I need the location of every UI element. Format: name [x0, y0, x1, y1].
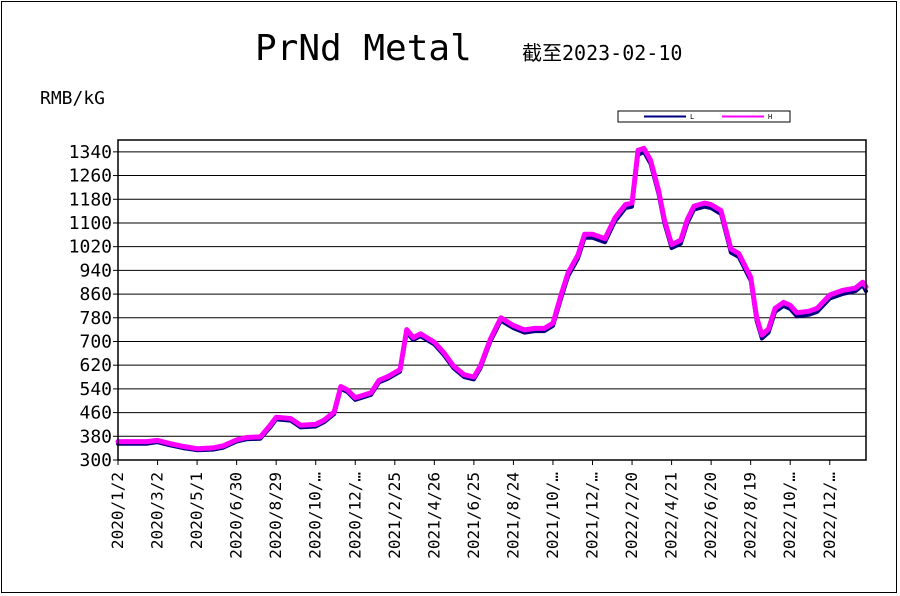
- y-tick-label-540: 540: [79, 379, 112, 400]
- x-tick-label-4: 2020/8/29: [266, 472, 285, 559]
- y-tick-label-1340: 1340: [69, 142, 112, 163]
- y-tick-label-380: 380: [79, 426, 112, 447]
- y-tick-label-700: 700: [79, 331, 112, 352]
- x-tick-label-2: 2020/5/1: [187, 472, 206, 549]
- y-axis-unit: RMB/kG: [40, 88, 105, 109]
- y-axis-ticks: 3003804605406207007808609401020110011801…: [69, 142, 118, 471]
- x-tick-label-7: 2021/2/25: [385, 472, 404, 559]
- x-tick-label-17: 2022/10/…: [780, 472, 799, 559]
- x-tick-label-0: 2020/1/2: [108, 472, 127, 549]
- x-tick-label-12: 2021/12/…: [583, 472, 602, 559]
- y-tick-label-1020: 1020: [69, 237, 112, 258]
- legend-box: [617, 110, 791, 123]
- legend-label-h: H: [768, 113, 772, 121]
- chart-subtitle: 截至2023-02-10: [522, 41, 682, 65]
- x-tick-label-13: 2022/2/20: [622, 472, 641, 559]
- x-tick-label-14: 2022/4/21: [662, 472, 681, 559]
- x-tick-label-16: 2022/8/19: [741, 472, 760, 559]
- y-tick-label-300: 300: [79, 450, 112, 471]
- y-tick-label-620: 620: [79, 355, 112, 376]
- legend-label-l: L: [690, 113, 694, 121]
- x-tick-label-5: 2020/10/…: [306, 472, 325, 559]
- x-tick-label-3: 2020/6/30: [227, 472, 246, 559]
- plot-area: [117, 139, 867, 461]
- x-tick-label-1: 2020/3/2: [148, 472, 167, 549]
- y-tick-label-940: 940: [79, 260, 112, 281]
- x-tick-label-9: 2021/6/25: [464, 472, 483, 559]
- x-axis-ticks: 2020/1/2 2020/3/2 2020/5/1 2020/6/30 2020/8/…: [108, 460, 839, 559]
- y-tick-label-860: 860: [79, 284, 112, 305]
- grid: [118, 151, 866, 437]
- series-line-h: [115, 145, 869, 452]
- y-tick-label-780: 780: [79, 308, 112, 329]
- x-tick-label-11: 2021/10/…: [543, 472, 562, 559]
- y-tick-label-1260: 1260: [69, 166, 112, 187]
- y-tick-label-460: 460: [79, 403, 112, 424]
- chart-title: PrNd Metal: [255, 28, 472, 69]
- x-tick-label-6: 2020/12/…: [345, 472, 364, 559]
- x-tick-label-18: 2022/12/…: [820, 472, 839, 559]
- legend: L H: [617, 110, 791, 123]
- y-tick-label-1100: 1100: [69, 213, 112, 234]
- y-tick-label-1180: 1180: [69, 189, 112, 210]
- x-tick-label-15: 2022/6/20: [701, 472, 720, 559]
- x-tick-label-8: 2021/4/26: [424, 472, 443, 559]
- x-tick-label-10: 2021/8/24: [503, 472, 522, 559]
- series-lines: [115, 145, 869, 453]
